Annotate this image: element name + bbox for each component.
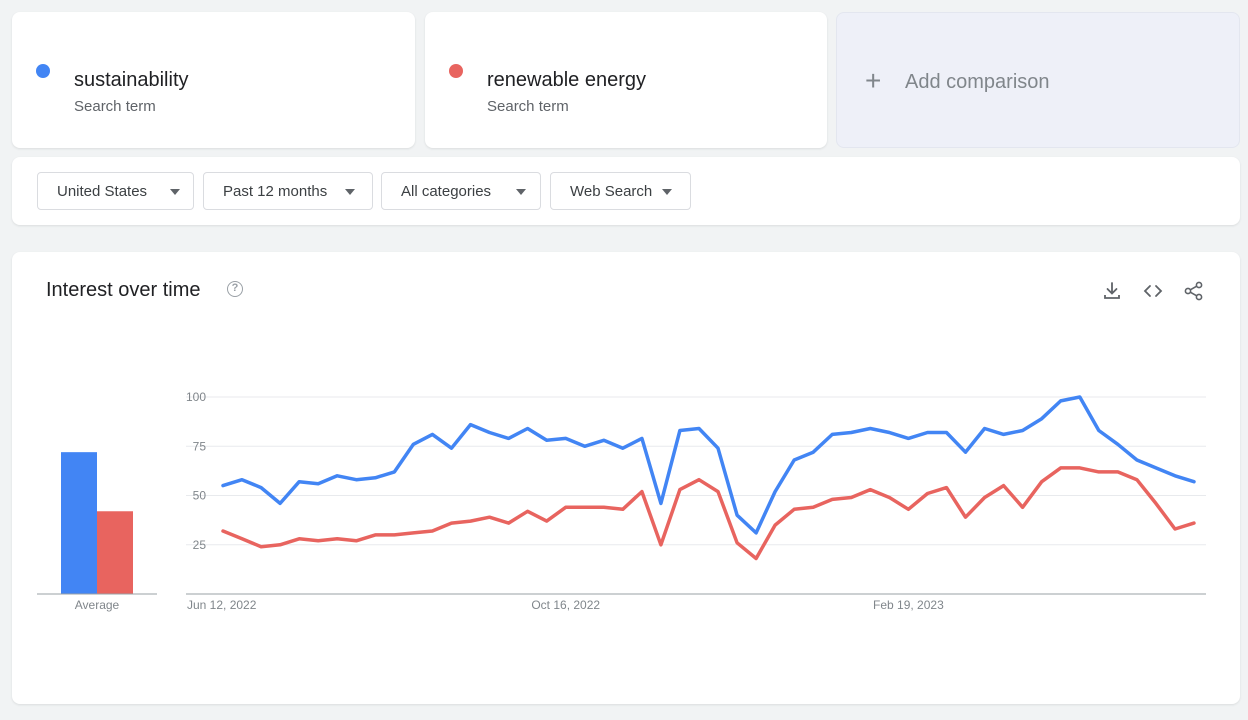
download-icon[interactable] [1101,280,1123,302]
add-comparison-label: Add comparison [905,71,1050,93]
y-tick-label: 75 [193,439,207,453]
series-color-dot [449,64,463,78]
x-tick-label: Feb 19, 2023 [873,598,944,612]
x-tick-label: Jun 12, 2022 [187,598,257,612]
interest-over-time-card: Interest over time ? Average 25 50 75 100 Ju… [12,252,1240,704]
category-filter-dropdown[interactable]: All categories [381,172,541,210]
share-icon[interactable] [1183,280,1205,302]
plus-icon: + [865,65,882,96]
help-icon[interactable]: ? [227,281,243,297]
term-subtitle: Search term [74,98,156,115]
average-bar-chart: Average [37,452,157,612]
series-line-sustainability[interactable] [221,395,1196,535]
term-name: renewable energy [487,69,646,91]
trend-line-chart [221,395,1196,561]
caret-down-icon [662,189,672,195]
y-tick-label: 25 [193,538,207,552]
search-type-filter-dropdown[interactable]: Web Search [550,172,691,210]
term-card-sustainability[interactable]: sustainability Search term [12,12,415,148]
x-tick-label: Oct 16, 2022 [531,598,600,612]
filter-bar: United States Past 12 months All categor… [12,157,1240,225]
caret-down-icon [516,189,526,195]
add-comparison-button[interactable]: + Add comparison [836,12,1240,148]
y-tick-label: 50 [193,489,207,503]
term-name: sustainability [74,69,189,91]
region-filter-dropdown[interactable]: United States [37,172,194,210]
series-color-dot [36,64,50,78]
average-bar-renewable-energy[interactable] [97,511,133,594]
term-card-renewable-energy[interactable]: renewable energy Search term [425,12,827,148]
filter-label: United States [57,183,148,200]
series-line-renewable-energy[interactable] [221,466,1196,561]
term-subtitle: Search term [487,98,569,115]
filter-label: Web Search [570,183,653,200]
embed-code-icon[interactable] [1142,280,1164,302]
filter-label: Past 12 months [223,183,328,200]
caret-down-icon [170,189,180,195]
chart-title: Interest over time [46,279,201,301]
chart-gridlines: 25 50 75 100 Jun 12, 2022 Oct 16, 2022 Feb 19,… [186,390,1206,612]
interest-chart: Average 25 50 75 100 Jun 12, 2022 Oct 16, 202… [37,390,1206,612]
caret-down-icon [345,189,355,195]
time-range-filter-dropdown[interactable]: Past 12 months [203,172,373,210]
average-bar-sustainability[interactable] [61,452,97,594]
y-tick-label: 100 [186,390,206,404]
filter-label: All categories [401,183,492,200]
average-axis-label: Average [75,598,120,612]
